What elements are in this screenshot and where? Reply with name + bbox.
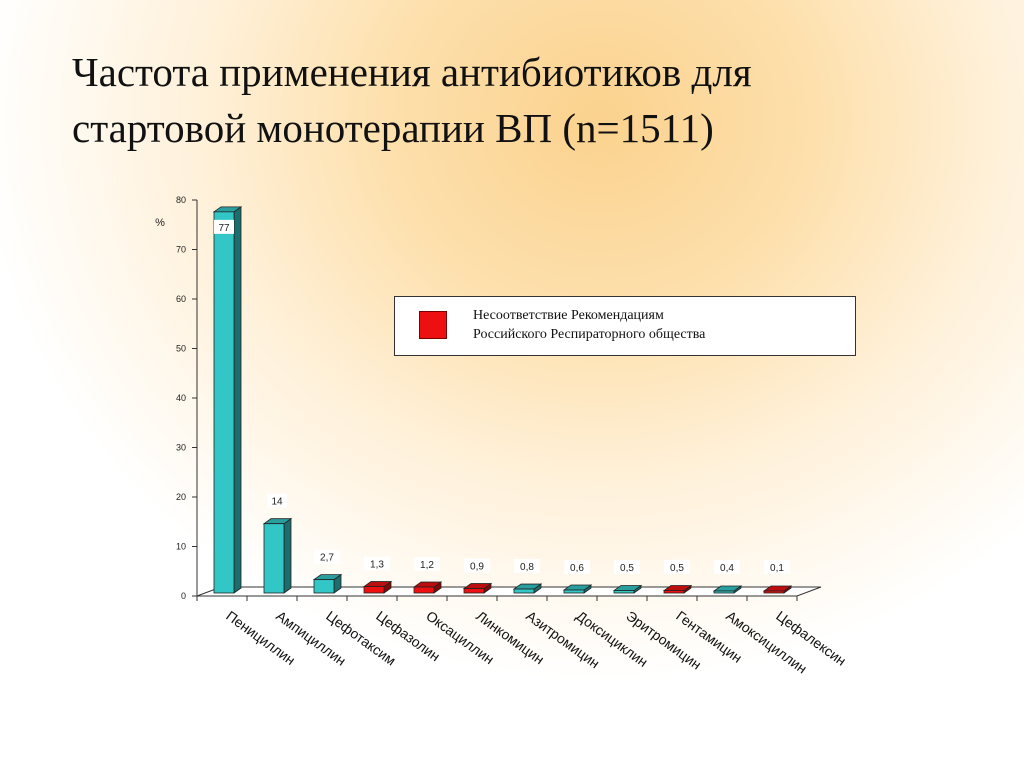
y-tick-label: 0 bbox=[181, 591, 186, 601]
y-tick-label: 60 bbox=[176, 294, 186, 304]
bar-side-face bbox=[233, 206, 242, 594]
bar-front-face bbox=[263, 523, 285, 594]
bar-4 bbox=[362, 580, 393, 594]
bar-side-face bbox=[283, 517, 292, 594]
data-label-bg bbox=[214, 219, 234, 234]
bar-front-face bbox=[563, 589, 585, 594]
data-label-bg bbox=[267, 493, 287, 508]
bar-7 bbox=[512, 583, 543, 594]
bar-front-face bbox=[413, 586, 435, 594]
data-label: 0,5 bbox=[620, 563, 634, 574]
bar-2 bbox=[262, 517, 293, 594]
bar-front-face bbox=[313, 579, 335, 594]
y-tick-label: 70 bbox=[176, 245, 186, 255]
legend-swatch-red bbox=[419, 311, 447, 339]
y-tick-label: 10 bbox=[176, 542, 186, 552]
legend-label: Несоответствие Рекомендациям Российского… bbox=[473, 306, 843, 344]
bar-5 bbox=[412, 581, 443, 594]
data-label: 1,2 bbox=[420, 560, 434, 571]
bar-9 bbox=[612, 584, 643, 594]
y-axis-label: % bbox=[155, 217, 165, 229]
y-tick-label: 30 bbox=[176, 443, 186, 453]
data-label: 0,6 bbox=[570, 563, 584, 574]
data-label-bg bbox=[414, 557, 440, 572]
chart-legend: Несоответствие Рекомендациям Российского… bbox=[394, 296, 856, 356]
data-label: 14 bbox=[271, 497, 283, 508]
data-label-bg bbox=[764, 560, 790, 574]
y-tick-label: 40 bbox=[176, 393, 186, 403]
bar-front-face bbox=[613, 590, 635, 594]
title-line-1: Частота применения антибиотиков для bbox=[72, 49, 752, 95]
legend-label-line-1: Несоответствие Рекомендациям bbox=[473, 308, 664, 323]
data-label: 77 bbox=[218, 223, 230, 234]
data-label-bg bbox=[564, 560, 590, 574]
y-tick-label: 20 bbox=[176, 492, 186, 502]
bar-front-face bbox=[663, 590, 685, 594]
data-label-bg bbox=[314, 549, 340, 564]
bar-front-face bbox=[463, 588, 485, 594]
data-label: 0,8 bbox=[520, 562, 534, 573]
bar-3 bbox=[312, 573, 343, 594]
data-label-bg bbox=[464, 558, 490, 573]
data-label: 1,3 bbox=[370, 560, 384, 571]
title-line-2: стартовой монотерапии ВП (n=1511) bbox=[72, 105, 714, 151]
data-label-bg bbox=[514, 559, 540, 574]
bar-8 bbox=[562, 584, 593, 594]
bar-11 bbox=[712, 585, 743, 594]
bar-front-face bbox=[513, 588, 535, 594]
y-tick-label: 80 bbox=[176, 195, 186, 205]
bar-front-face bbox=[213, 211, 235, 594]
data-label: 0,9 bbox=[470, 562, 484, 573]
data-label: 2,7 bbox=[320, 553, 334, 564]
data-label: 0,4 bbox=[720, 563, 734, 574]
y-tick-label: 50 bbox=[176, 344, 186, 354]
data-label: 0,5 bbox=[670, 563, 684, 574]
bar-10 bbox=[662, 584, 693, 594]
legend-label-line-2: Российского Респираторного общества bbox=[473, 327, 706, 342]
bar-front-face bbox=[763, 590, 785, 594]
slide-title: Частота применения антибиотиков для стар… bbox=[72, 44, 972, 156]
data-label: 0,1 bbox=[770, 563, 784, 574]
bar-12 bbox=[762, 585, 793, 594]
data-label-bg bbox=[364, 556, 390, 571]
bar-front-face bbox=[363, 586, 385, 594]
bar-6 bbox=[462, 582, 493, 594]
data-label-bg bbox=[714, 560, 740, 574]
data-label-bg bbox=[664, 560, 690, 574]
data-label-bg bbox=[614, 560, 640, 574]
bar-front-face bbox=[713, 590, 735, 594]
bar-1 bbox=[212, 206, 243, 594]
